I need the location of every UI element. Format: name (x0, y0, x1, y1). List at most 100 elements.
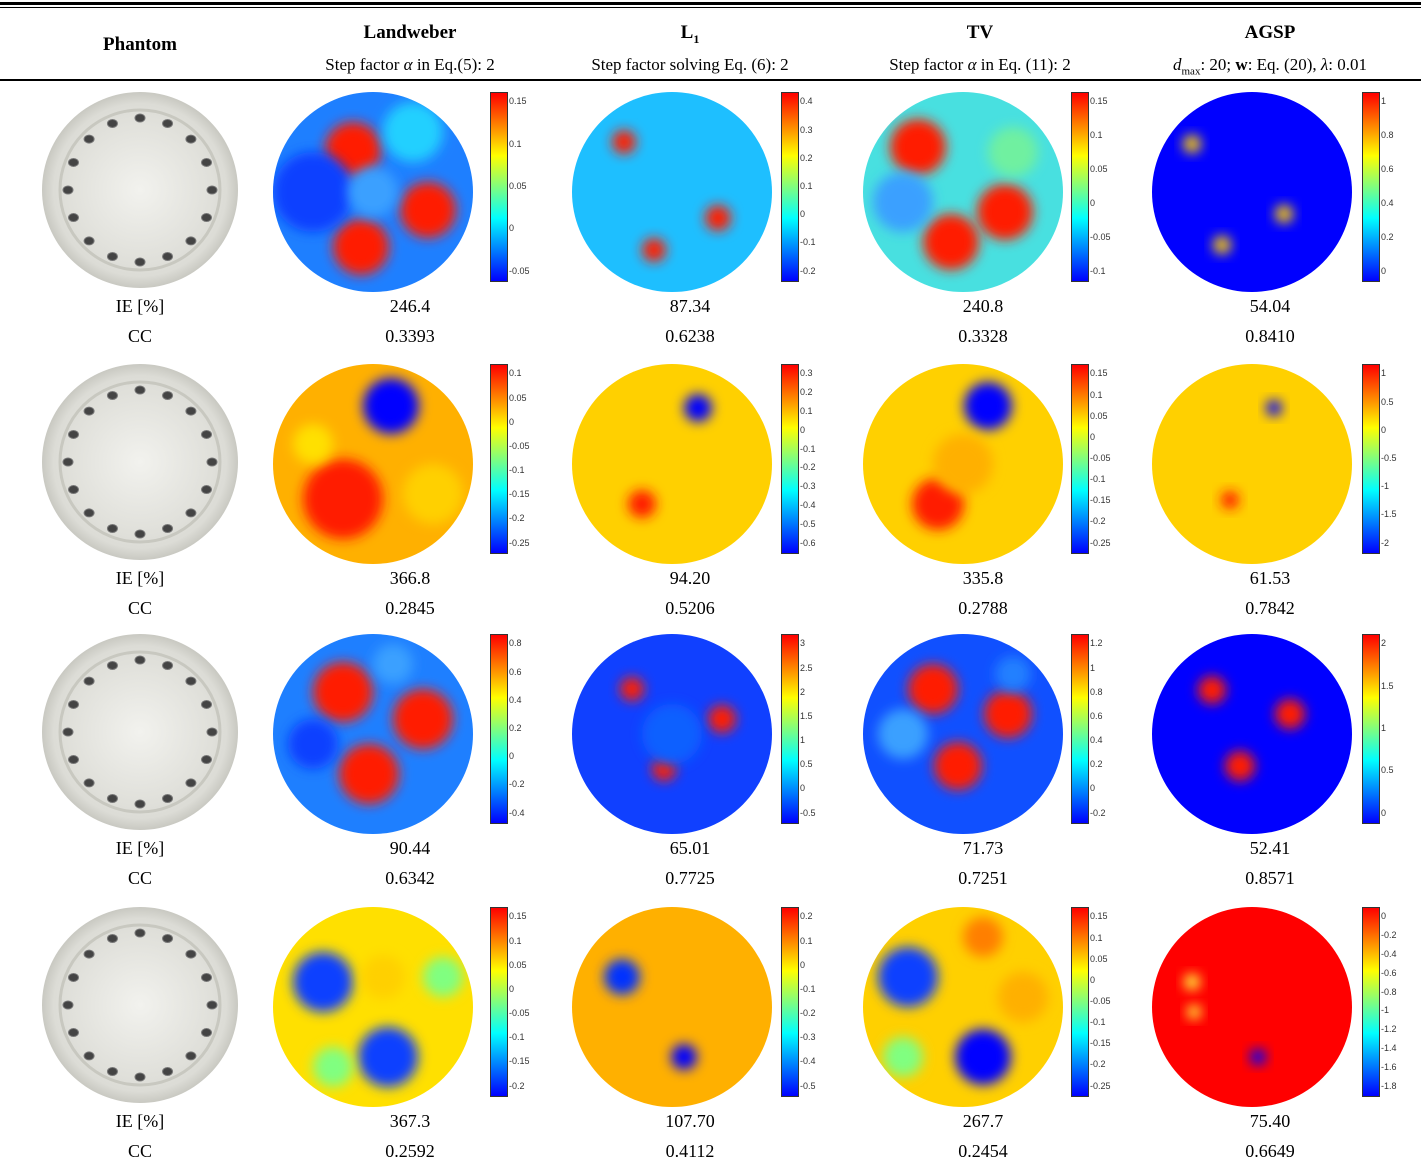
inclusion-blob (671, 1044, 697, 1070)
phantom-photo (40, 632, 240, 832)
cc-value: 0.2788 (958, 598, 1008, 618)
inclusion-blob (363, 378, 419, 434)
colorbar-ticks: 0 -0.2 -0.4 -0.6 -0.8 -1 -1.2 -1.4 -1.6 -1.8 (1381, 907, 1421, 1095)
inclusion-blob (403, 464, 463, 524)
electrode (83, 778, 95, 788)
colorbar-tick-label: 2 (1381, 638, 1387, 649)
colorbar-tick-label: -0.15 (1090, 1038, 1111, 1049)
colorbar-ticks: 1.2 1 0.8 0.6 0.4 0.2 0 -0.2 (1090, 634, 1130, 822)
reconstruction-image (273, 634, 473, 834)
reconstruction-image (273, 907, 473, 1107)
electrode (162, 933, 174, 943)
electrode (134, 257, 146, 267)
reconstruction-image (1152, 634, 1352, 834)
colorbar-ticks: 1 0.8 0.6 0.4 0.2 0 (1381, 92, 1421, 280)
inclusion-blob (984, 690, 1032, 738)
reconstruction-image (572, 907, 772, 1107)
colorbar-tick-label: 1 (1381, 96, 1387, 107)
colorbar-tick-label: 0.2 (800, 911, 813, 922)
phantom-photo (40, 90, 240, 290)
inclusion-blob (908, 664, 958, 714)
electrode (67, 485, 79, 495)
electrode (67, 213, 79, 223)
colorbar-tick-label: 1.5 (1381, 680, 1394, 691)
colorbar-tick-label: -0.1 (1090, 474, 1106, 485)
inclusion-blob (684, 394, 712, 422)
electrode (162, 660, 174, 670)
colorbar-tick-label: 0.4 (800, 96, 813, 107)
colorbar-ticks: 0.15 0.1 0.05 0 -0.05 -0.1 (1090, 92, 1130, 280)
colorbar-tick-label: 0.1 (800, 181, 813, 191)
colorbar-tick-label: 0 (1090, 431, 1096, 442)
colorbar-tick-label: -0.3 (800, 1032, 816, 1043)
phantom-photo (40, 905, 240, 1105)
colorbar-tick-label: 0.15 (509, 96, 527, 107)
colorbar-tick-label: -0.25 (1090, 537, 1111, 548)
colorbar-tick-label: 1 (800, 735, 806, 746)
electrode (185, 406, 197, 416)
colorbar-tick-label: -0.8 (1381, 986, 1397, 997)
colorbar-tick-label: -0.1 (800, 237, 816, 248)
colorbar-tick-label: -0.2 (1090, 516, 1106, 527)
colorbar-tick-label: 0.15 (1090, 911, 1108, 922)
colorbar-ticks: 0.3 0.2 0.1 0 -0.1 -0.2 -0.3 -0.4 -0.5 -0.6 (800, 364, 840, 552)
electrode (67, 1028, 79, 1038)
colorbar-tick-label: -0.1 (509, 1032, 525, 1043)
colorbar-tick-label: -0.05 (509, 1008, 530, 1019)
electrode (106, 118, 118, 128)
colorbar-tick-label: -0.5 (800, 807, 816, 818)
cc-value: 0.5206 (665, 598, 715, 618)
cc-value: 0.8571 (1245, 868, 1295, 888)
inclusion-blob (604, 959, 640, 995)
phantom-image (42, 907, 238, 1103)
electrode (83, 1051, 95, 1061)
top-rule-thin (0, 7, 1421, 8)
electrode (162, 252, 174, 262)
param-agsp: dmax: 20; w: Eq. (20), λ: 0.01 (1173, 55, 1367, 78)
cc-value: 0.2454 (958, 1141, 1008, 1161)
colorbar-tick-label: 0.3 (800, 124, 813, 135)
ie-value: 71.73 (962, 838, 1004, 858)
colorbar-tick-label: -1.5 (1381, 509, 1397, 520)
colorbar-tick-label: -0.1 (509, 465, 525, 476)
electrode (62, 457, 74, 467)
electrode (201, 485, 213, 495)
colorbar-tick-label: -0.5 (800, 518, 816, 529)
metric-label-cc: CC (127, 868, 152, 888)
colorbar-tick-label: 1 (1381, 368, 1387, 379)
reconstruction-image (273, 92, 473, 292)
ie-value: 75.40 (1249, 1111, 1291, 1131)
colorbar-tick-label: 0 (800, 424, 806, 435)
electrode (185, 236, 197, 246)
colorbar-tick-label: -0.6 (1381, 967, 1397, 978)
inclusion-blob (642, 238, 666, 262)
inclusion-blob (612, 130, 636, 154)
inclusion-blob (313, 662, 373, 722)
metric-label-cc: CC (127, 326, 152, 346)
colorbar-tick-label: -0.05 (1090, 453, 1111, 463)
colorbar-tick-label: 0.8 (1090, 686, 1103, 697)
electrode (162, 118, 174, 128)
ie-value: 367.3 (389, 1111, 431, 1131)
reconstruction-image (1152, 364, 1352, 564)
colorbar-tick-label: -1.2 (1381, 1024, 1397, 1035)
colorbar-tick-label: 0 (1381, 807, 1387, 818)
colorbar-tick-label: -0.2 (1090, 1059, 1106, 1070)
inclusion-blob (361, 955, 405, 999)
electrode (201, 1028, 213, 1038)
inclusion-blob (383, 102, 443, 162)
electrode (206, 457, 218, 467)
ie-value: 54.04 (1249, 296, 1291, 316)
colorbar-tick-label: 0 (509, 983, 515, 994)
electrode (83, 236, 95, 246)
inclusion-blob (998, 972, 1048, 1022)
colorbar-tick-label: 0 (1090, 974, 1096, 985)
electrode (206, 185, 218, 195)
colorbar-tick-label: 0.05 (1090, 410, 1108, 421)
ie-value: 246.4 (389, 296, 431, 316)
ie-value: 94.20 (669, 568, 711, 588)
colorbar-ticks: 2 1.5 1 0.5 0 (1381, 634, 1421, 822)
header-tv: TV (966, 22, 994, 43)
ie-value: 335.8 (962, 568, 1004, 588)
cc-value: 0.7842 (1245, 598, 1295, 618)
